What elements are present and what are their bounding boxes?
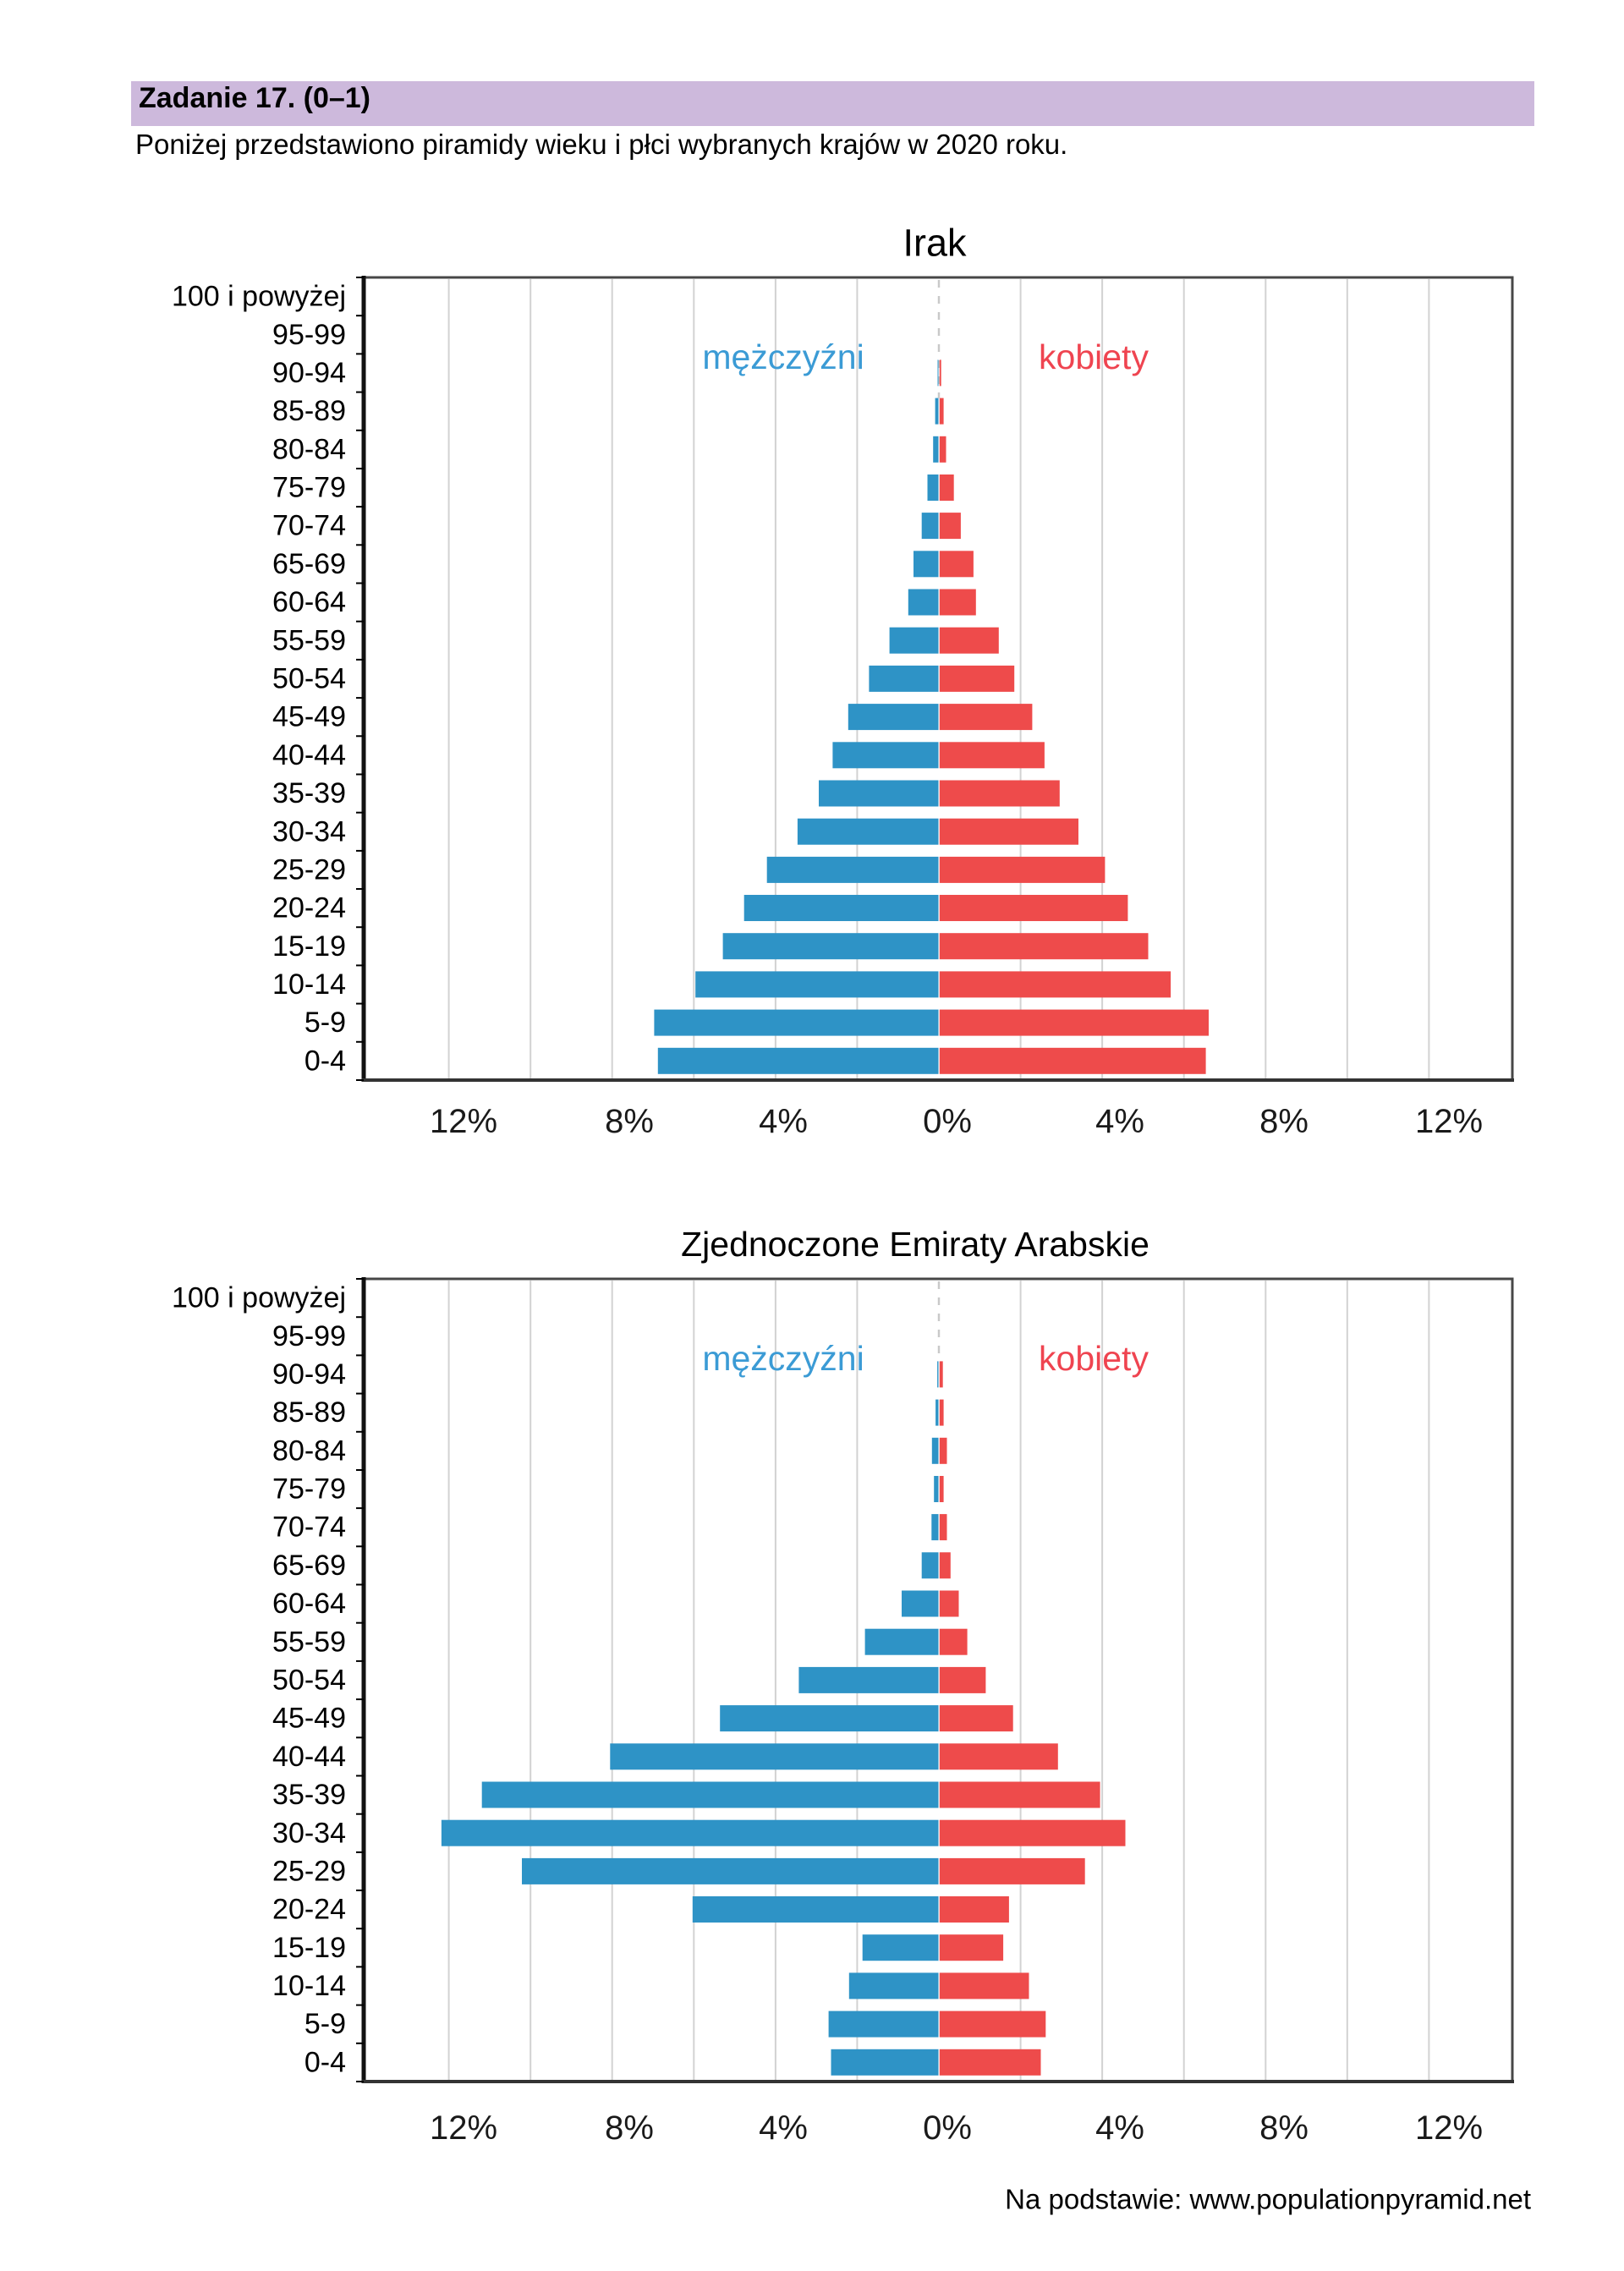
svg-text:0-4: 0-4 [304, 1045, 346, 1077]
svg-text:20-24: 20-24 [272, 892, 346, 924]
svg-text:4%: 4% [759, 1103, 808, 1140]
svg-text:100 i powyżej: 100 i powyżej [172, 281, 346, 313]
svg-text:35-39: 35-39 [272, 777, 346, 809]
svg-text:40-44: 40-44 [272, 739, 346, 771]
svg-text:75-79: 75-79 [272, 1473, 346, 1506]
svg-text:10-14: 10-14 [272, 968, 346, 1001]
svg-text:15-19: 15-19 [272, 1932, 346, 1964]
svg-text:15-19: 15-19 [272, 930, 346, 963]
svg-text:50-54: 50-54 [272, 663, 346, 695]
svg-text:65-69: 65-69 [272, 1550, 346, 1582]
svg-text:50-54: 50-54 [272, 1665, 346, 1697]
svg-text:0%: 0% [923, 1103, 972, 1140]
svg-text:12%: 12% [430, 1103, 497, 1140]
svg-text:4%: 4% [1095, 1103, 1144, 1140]
svg-text:10-14: 10-14 [272, 1970, 346, 2002]
svg-text:20-24: 20-24 [272, 1894, 346, 1926]
svg-text:55-59: 55-59 [272, 1626, 346, 1658]
svg-text:90-94: 90-94 [272, 357, 346, 389]
svg-text:95-99: 95-99 [272, 319, 346, 351]
svg-text:Irak: Irak [903, 222, 967, 265]
svg-text:mężczyźni: mężczyźni [702, 337, 864, 376]
svg-text:8%: 8% [1259, 1103, 1309, 1140]
svg-text:30-34: 30-34 [272, 1817, 346, 1849]
svg-text:45-49: 45-49 [272, 1703, 346, 1735]
svg-text:Zjednoczone Emiraty Arabskie: Zjednoczone Emiraty Arabskie [681, 1225, 1149, 1264]
svg-text:65-69: 65-69 [272, 548, 346, 580]
svg-text:90-94: 90-94 [272, 1358, 346, 1391]
svg-text:75-79: 75-79 [272, 472, 346, 504]
svg-text:30-34: 30-34 [272, 815, 346, 848]
svg-text:4%: 4% [759, 2109, 808, 2147]
svg-text:85-89: 85-89 [272, 1396, 346, 1429]
svg-text:12%: 12% [1415, 1103, 1483, 1140]
svg-text:5-9: 5-9 [304, 2008, 346, 2040]
svg-text:kobiety: kobiety [1039, 337, 1149, 376]
svg-text:12%: 12% [1415, 2109, 1483, 2147]
svg-text:95-99: 95-99 [272, 1320, 346, 1352]
svg-text:12%: 12% [430, 2109, 497, 2147]
svg-text:4%: 4% [1095, 2109, 1144, 2147]
svg-text:85-89: 85-89 [272, 395, 346, 427]
svg-text:25-29: 25-29 [272, 1856, 346, 1888]
svg-text:40-44: 40-44 [272, 1741, 346, 1773]
svg-text:55-59: 55-59 [272, 624, 346, 656]
svg-text:60-64: 60-64 [272, 586, 346, 618]
svg-text:8%: 8% [1259, 2109, 1309, 2147]
svg-text:5-9: 5-9 [304, 1007, 346, 1039]
svg-text:80-84: 80-84 [272, 433, 346, 465]
svg-text:100 i powyżej: 100 i powyżej [172, 1282, 346, 1314]
svg-text:45-49: 45-49 [272, 701, 346, 733]
svg-text:70-74: 70-74 [272, 1511, 346, 1544]
svg-text:mężczyźni: mężczyźni [702, 1339, 864, 1378]
svg-text:25-29: 25-29 [272, 854, 346, 886]
svg-text:0%: 0% [923, 2109, 972, 2147]
svg-text:kobiety: kobiety [1039, 1339, 1149, 1378]
svg-text:60-64: 60-64 [272, 1588, 346, 1620]
svg-text:8%: 8% [605, 1103, 654, 1140]
svg-text:70-74: 70-74 [272, 510, 346, 542]
svg-text:80-84: 80-84 [272, 1434, 346, 1467]
svg-text:35-39: 35-39 [272, 1779, 346, 1811]
svg-text:0-4: 0-4 [304, 2046, 346, 2078]
svg-text:Na podstawie: www.populationpy: Na podstawie: www.populationpyramid.net [1005, 2184, 1531, 2215]
svg-text:8%: 8% [605, 2109, 654, 2147]
